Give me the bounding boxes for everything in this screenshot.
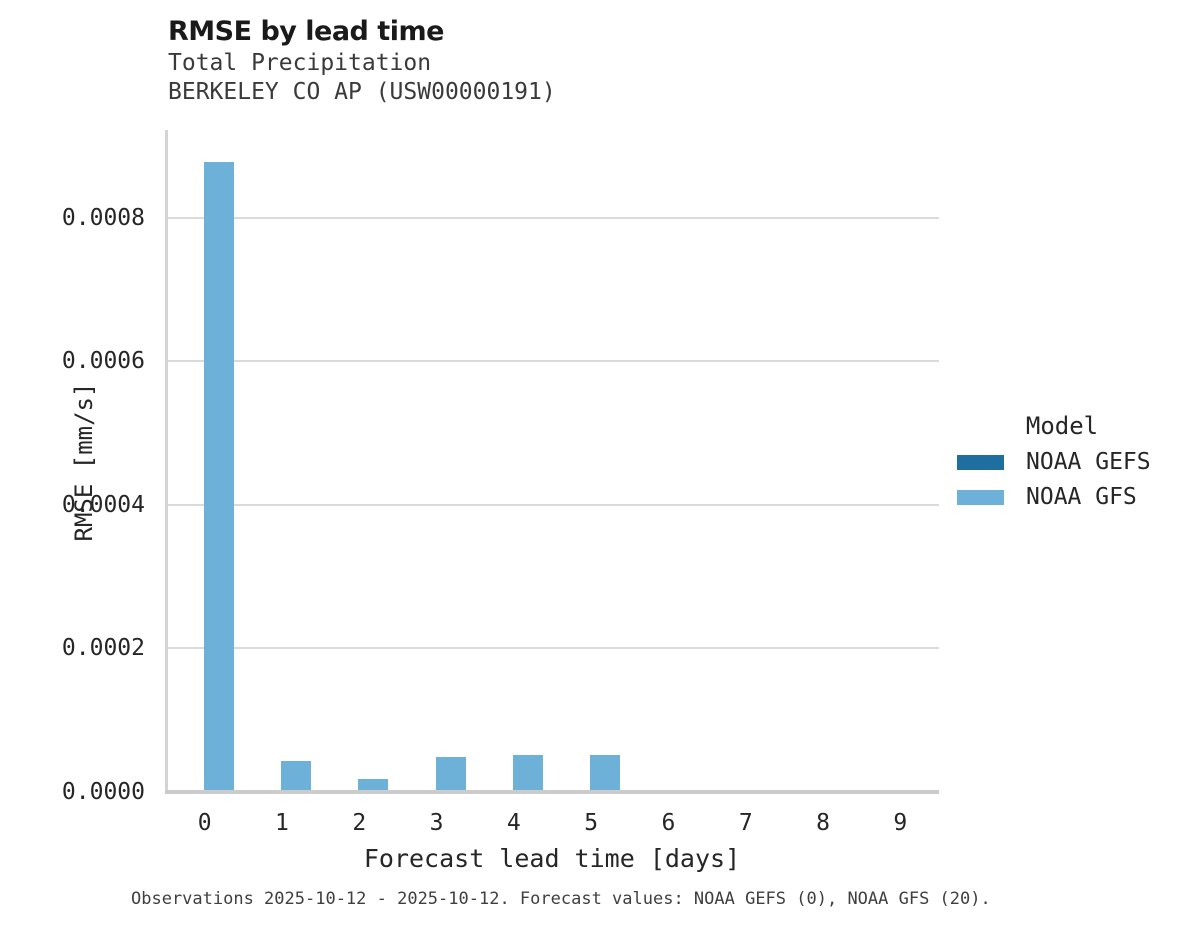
legend-item-noaa-gefs: NOAA GEFS	[957, 449, 1167, 475]
y-axis-label: RMSE [mm/s]	[70, 382, 98, 542]
y-tick-label: 0.0008	[61, 204, 145, 231]
legend: Model NOAA GEFS NOAA GFS	[957, 412, 1167, 524]
chart-title: RMSE by lead time	[168, 16, 444, 47]
x-tick-label-8: 8	[816, 810, 830, 836]
y-tick-label: 0.0000	[61, 779, 145, 805]
bar-noaa-gfs-day-3	[435, 757, 466, 791]
x-axis-baseline	[165, 790, 939, 794]
y-tick-label: 0.0006	[61, 348, 145, 375]
legend-label: NOAA GEFS	[1026, 449, 1151, 475]
gridline-y-0.0008	[166, 216, 939, 219]
x-tick-label-0: 0	[197, 810, 212, 836]
legend-label: NOAA GFS	[1026, 484, 1137, 510]
y-axis-spine	[165, 130, 168, 793]
x-tick-label-9: 9	[893, 810, 908, 836]
chart-subtitle-station: BERKELEY CO AP (USW00000191)	[168, 79, 556, 105]
bar-noaa-gfs-day-4	[512, 755, 543, 791]
legend-swatch-icon	[957, 454, 1004, 470]
legend-title: Model	[1025, 412, 1099, 440]
gridline-y-0.0006	[166, 360, 939, 363]
gridline-y-0.0002	[166, 647, 939, 650]
x-tick-label-7: 7	[738, 810, 753, 836]
bar-noaa-gfs-day-0	[203, 161, 234, 791]
x-tick-label-5: 5	[584, 810, 599, 836]
chart-subtitle-variable: Total Precipitation	[168, 50, 432, 76]
x-tick-label-2: 2	[352, 810, 367, 836]
x-tick-label-3: 3	[429, 810, 444, 836]
legend-swatch-icon	[957, 489, 1004, 505]
bar-noaa-gfs-day-1	[280, 761, 311, 791]
caption-text: Observations 2025-10-12 - 2025-10-12. Fo…	[131, 889, 991, 909]
x-axis-label: Forecast lead time [days]	[363, 844, 741, 873]
bar-noaa-gfs-day-5	[590, 755, 621, 791]
legend-item-noaa-gfs: NOAA GFS	[957, 484, 1167, 510]
x-tick-label-1: 1	[275, 810, 289, 836]
gridline-y-0.0004	[166, 503, 939, 506]
y-tick-label: 0.0004	[61, 491, 145, 518]
x-tick-label-6: 6	[661, 810, 676, 836]
y-tick-label: 0.0002	[61, 635, 145, 662]
x-tick-label-4: 4	[506, 810, 521, 836]
legend-items: NOAA GEFS NOAA GFS	[957, 449, 1167, 510]
bar-noaa-gfs-day-2	[358, 779, 389, 791]
